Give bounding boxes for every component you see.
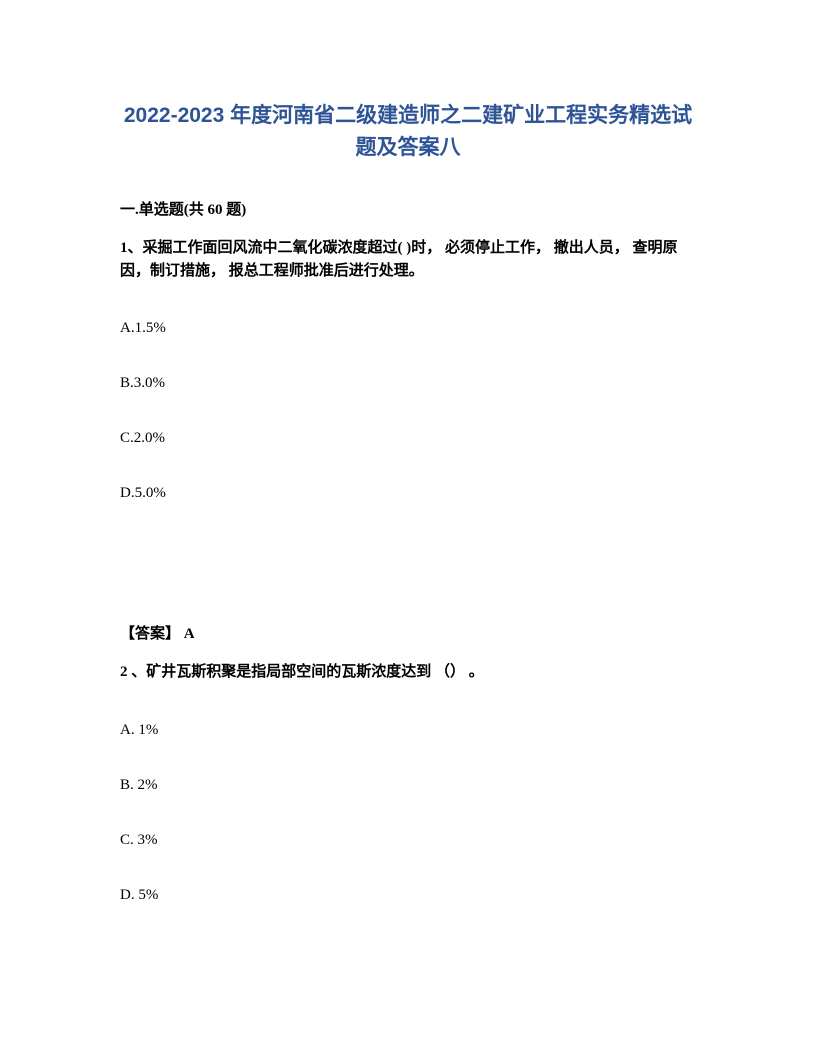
question-2-option-b: B. 2% bbox=[120, 777, 696, 794]
question-2-option-d: D. 5% bbox=[120, 887, 696, 904]
section-header: 一.单选题(共 60 题) bbox=[120, 198, 696, 219]
question-1-answer: 【答案】 A bbox=[120, 622, 696, 643]
question-1-option-a: A.1.5% bbox=[120, 320, 696, 337]
question-1-option-d: D.5.0% bbox=[120, 485, 696, 502]
question-2-option-c: C. 3% bbox=[120, 832, 696, 849]
question-2-option-a: A. 1% bbox=[120, 722, 696, 739]
document-title: 2022-2023 年度河南省二级建造师之二建矿业工程实务精选试题及答案八 bbox=[120, 100, 696, 163]
question-1-text: 1、采掘工作面回风流中二氧化碳浓度超过( )时， 必须停止工作， 撤出人员， 查… bbox=[120, 237, 696, 282]
question-2-text: 2 、矿井瓦斯积聚是指局部空间的瓦斯浓度达到 （） 。 bbox=[120, 661, 696, 684]
question-1-option-c: C.2.0% bbox=[120, 430, 696, 447]
question-1-option-b: B.3.0% bbox=[120, 375, 696, 392]
